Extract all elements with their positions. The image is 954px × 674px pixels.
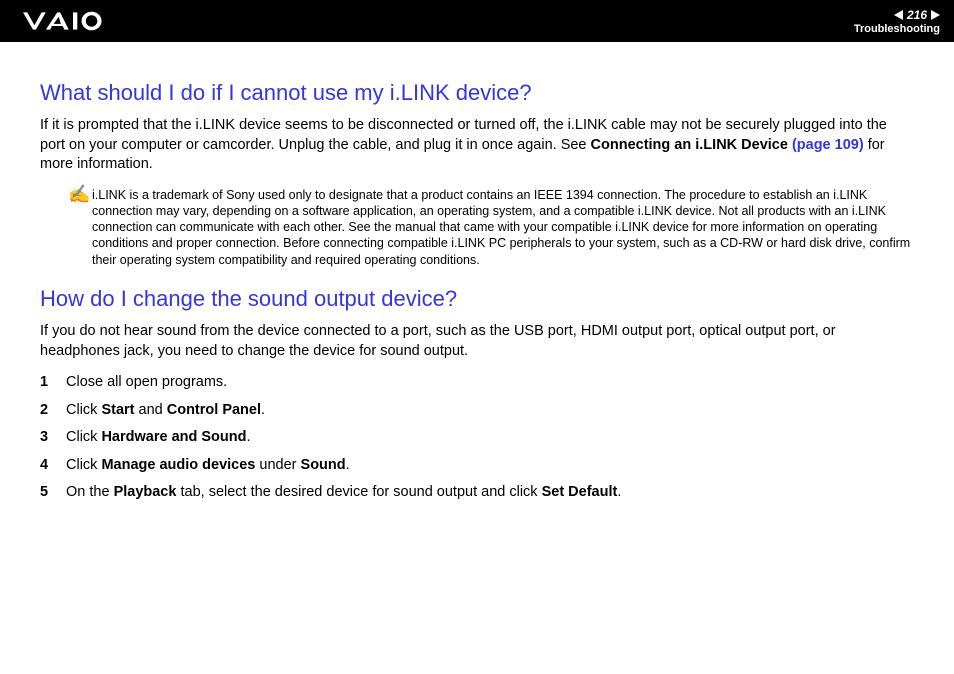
list-item: 2 Click Start and Control Panel. bbox=[40, 401, 914, 421]
step-body: On the Playback tab, select the desired … bbox=[66, 483, 621, 503]
step-text: tab, select the desired device for sound… bbox=[176, 484, 541, 500]
section-label: Troubleshooting bbox=[854, 23, 940, 35]
step-body: Click Start and Control Panel. bbox=[66, 401, 265, 421]
page-nav: 216 bbox=[894, 8, 940, 22]
step-bold: Hardware and Sound bbox=[101, 429, 246, 445]
list-item: 1 Close all open programs. bbox=[40, 373, 914, 393]
step-text: Click bbox=[66, 402, 101, 418]
question-heading-1: What should I do if I cannot use my i.LI… bbox=[40, 80, 914, 106]
step-text: under bbox=[255, 457, 300, 473]
step-number: 2 bbox=[40, 401, 66, 421]
answer-paragraph-2: If you do not hear sound from the device… bbox=[40, 322, 914, 361]
step-bold: Sound bbox=[301, 457, 346, 473]
note-block: ✍ i.LINK is a trademark of Sony used onl… bbox=[40, 187, 914, 268]
step-list: 1 Close all open programs. 2 Click Start… bbox=[40, 373, 914, 503]
page-number: 216 bbox=[907, 8, 927, 22]
note-text: i.LINK is a trademark of Sony used only … bbox=[92, 187, 914, 268]
vaio-logo bbox=[18, 8, 128, 34]
step-body: Click Manage audio devices under Sound. bbox=[66, 456, 350, 476]
step-text: . bbox=[617, 484, 621, 500]
step-text: . bbox=[246, 429, 250, 445]
answer-paragraph-1: If it is prompted that the i.LINK device… bbox=[40, 116, 914, 175]
step-bold: Control Panel bbox=[167, 402, 261, 418]
list-item: 4 Click Manage audio devices under Sound… bbox=[40, 456, 914, 476]
prev-page-arrow-icon[interactable] bbox=[894, 10, 903, 20]
step-bold: Set Default bbox=[542, 484, 618, 500]
xref-link-title[interactable]: Connecting an i.LINK Device bbox=[591, 137, 792, 153]
step-body: Click Hardware and Sound. bbox=[66, 428, 251, 448]
step-number: 1 bbox=[40, 373, 66, 393]
step-text: . bbox=[346, 457, 350, 473]
step-number: 4 bbox=[40, 456, 66, 476]
step-bold: Playback bbox=[114, 484, 177, 500]
step-bold: Start bbox=[101, 402, 134, 418]
header-right: 216 Troubleshooting bbox=[854, 8, 940, 35]
step-number: 5 bbox=[40, 483, 66, 503]
xref-link-page[interactable]: (page 109) bbox=[792, 137, 864, 153]
step-text: Click bbox=[66, 457, 101, 473]
step-body: Close all open programs. bbox=[66, 373, 227, 393]
step-text: Close all open programs. bbox=[66, 374, 227, 390]
next-page-arrow-icon[interactable] bbox=[931, 10, 940, 20]
step-number: 3 bbox=[40, 428, 66, 448]
list-item: 3 Click Hardware and Sound. bbox=[40, 428, 914, 448]
step-bold: Manage audio devices bbox=[101, 457, 255, 473]
step-text: On the bbox=[66, 484, 114, 500]
list-item: 5 On the Playback tab, select the desire… bbox=[40, 483, 914, 503]
step-text: . bbox=[261, 402, 265, 418]
step-text: and bbox=[135, 402, 167, 418]
page-header: 216 Troubleshooting bbox=[0, 0, 954, 42]
question-heading-2: How do I change the sound output device? bbox=[40, 286, 914, 312]
note-icon: ✍ bbox=[68, 185, 88, 268]
page-content: What should I do if I cannot use my i.LI… bbox=[0, 42, 954, 503]
step-text: Click bbox=[66, 429, 101, 445]
